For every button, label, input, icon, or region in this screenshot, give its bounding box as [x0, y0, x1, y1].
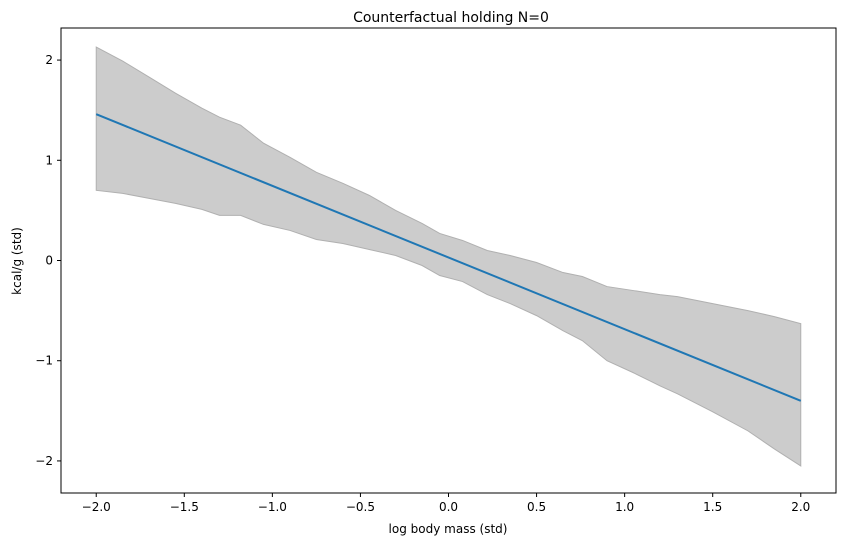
y-tick-label: 1: [45, 153, 53, 167]
x-axis: −2.0 −1.5 −1.0 −0.5 0.0 0.5 1.0 1.5 2.0: [82, 493, 810, 514]
x-tick-label: 0.0: [439, 500, 458, 514]
y-axis-label: kcal/g (std): [10, 227, 24, 295]
chart-title: Counterfactual holding N=0: [353, 10, 549, 26]
x-axis-label: log body mass (std): [389, 522, 508, 536]
x-tick-label: −1.5: [170, 500, 199, 514]
x-tick-label: 0.5: [527, 500, 546, 514]
y-tick-label: −2: [35, 454, 53, 468]
x-tick-label: −0.5: [346, 500, 375, 514]
x-tick-label: 1.0: [615, 500, 634, 514]
x-tick-label: 2.0: [791, 500, 810, 514]
y-tick-label: 2: [45, 53, 53, 67]
x-tick-label: −1.0: [258, 500, 287, 514]
x-tick-label: −2.0: [82, 500, 111, 514]
y-tick-label: −1: [35, 354, 53, 368]
x-tick-label: 1.5: [703, 500, 722, 514]
y-tick-label: 0: [45, 254, 53, 268]
y-axis: −2 −1 0 1 2: [35, 53, 61, 468]
plot-area: [95, 46, 802, 467]
mean-line: [95, 113, 802, 402]
